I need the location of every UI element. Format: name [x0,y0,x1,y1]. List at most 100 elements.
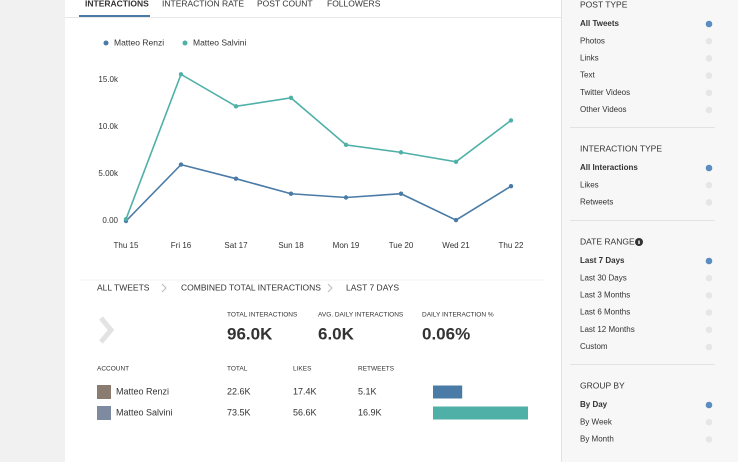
x-tick-label: Sun 18 [278,241,304,250]
filter-option[interactable]: Last 12 Months [580,325,635,334]
legend-marker [182,40,188,46]
total: 22.6K [227,386,251,396]
option-radio[interactable] [705,292,713,299]
y-tick-label: 0.00 [102,216,118,225]
main-panel [65,0,561,462]
data-point [453,217,459,223]
filter-option[interactable]: By Week [580,417,613,426]
stat-value: 0.06% [422,324,470,343]
legend-label: Matteo Salvini [193,37,246,47]
filter-option[interactable]: Last 3 Months [580,291,630,300]
option-radio[interactable] [705,326,713,334]
tab[interactable]: FOLLOWERS [327,0,381,8]
option-radio[interactable] [705,401,713,409]
account-name: Matteo Salvini [116,407,173,417]
data-point [233,176,239,181]
y-tick-label: 15.0k [98,75,119,84]
tab[interactable]: POST COUNT [257,0,313,8]
x-tick-label: Thu 22 [499,241,524,250]
option-radio[interactable] [705,72,713,79]
avatar [97,406,111,420]
filter-option[interactable]: Last 30 Days [580,273,627,282]
data-point [288,95,294,101]
filter-option[interactable]: All Tweets [580,19,620,28]
option-radio[interactable] [705,309,713,316]
filter-option[interactable]: Last 6 Months [580,308,630,317]
tab[interactable]: INTERACTION RATE [162,0,244,8]
stat-label: DAILY INTERACTION % [422,312,494,319]
filter-title: POST TYPE [580,0,628,9]
nav-chevron[interactable] [99,316,115,344]
filter-option[interactable]: Retweets [580,198,613,207]
x-tick-label: Wed 21 [442,241,470,250]
filter-title: DATE RANGE [580,236,635,246]
filter-option[interactable]: Links [580,54,599,63]
data-point [343,195,349,200]
filter-option[interactable]: Likes [580,180,599,189]
x-tick-label: Mon 19 [333,241,360,250]
table-header: LIKES [293,366,312,373]
data-point [288,191,294,196]
filter-option[interactable]: Twitter Videos [580,88,630,97]
filter-option[interactable]: By Month [580,435,614,444]
total-bar [433,406,528,420]
filter-title: GROUP BY [580,380,625,390]
tab[interactable]: INTERACTIONS [85,0,149,8]
filter-option[interactable]: Custom [580,342,608,351]
sidebar [562,0,738,462]
data-point [343,142,349,148]
tab-underline [79,15,150,17]
crumb-chevron [327,283,333,293]
x-tick-label: Tue 20 [389,241,414,250]
option-radio[interactable] [705,257,713,265]
data-point [123,216,129,222]
breadcrumb[interactable]: COMBINED TOTAL INTERACTIONS [181,282,321,292]
legend-marker [103,40,109,46]
data-point [233,104,239,109]
likes: 56.6K [293,407,317,417]
data-point [398,150,404,155]
y-tick-label: 10.0k [98,122,119,131]
y-tick-label: 5.00k [98,169,119,178]
option-radio[interactable] [705,106,713,114]
data-point [508,118,514,123]
data-point [178,162,184,167]
retweets: 16.9K [358,407,382,417]
stat-value: 96.0K [227,324,273,343]
breadcrumb[interactable]: ALL TWEETS [97,282,150,292]
retweets: 5.1K [358,386,377,396]
table-header: TOTAL [227,366,248,373]
filter-option[interactable]: Text [580,71,595,80]
data-point [398,191,404,196]
total: 73.5K [227,407,251,417]
option-radio[interactable] [705,199,713,206]
option-radio[interactable] [705,89,713,97]
option-radio[interactable] [705,55,713,62]
legend-label: Matteo Renzi [114,37,164,47]
filter-option[interactable]: Other Videos [580,105,627,114]
filter-option[interactable]: Photos [580,36,605,45]
filter-option[interactable]: By Day [580,400,608,409]
filter-title: INTERACTION TYPE [580,143,662,153]
filter-option[interactable]: All Interactions [580,163,638,172]
option-radio[interactable] [705,37,713,45]
account-name: Matteo Renzi [116,386,169,396]
info-icon-glyph [638,240,640,244]
x-tick-label: Sat 17 [224,241,248,250]
data-point [508,184,514,189]
option-radio[interactable] [705,418,713,426]
filter-option[interactable]: Last 7 Days [580,256,625,265]
series-line [125,73,512,220]
option-radio[interactable] [705,181,713,189]
total-bar [433,385,463,399]
stat-label: AVG. DAILY INTERACTIONS [318,312,404,319]
likes: 17.4K [293,386,317,396]
table-header: ACCOUNT [97,366,129,373]
option-radio[interactable] [705,20,713,28]
option-radio[interactable] [705,274,713,282]
option-radio[interactable] [705,164,713,172]
option-radio[interactable] [705,436,713,443]
option-radio[interactable] [705,343,713,351]
breadcrumb[interactable]: LAST 7 DAYS [346,282,399,292]
